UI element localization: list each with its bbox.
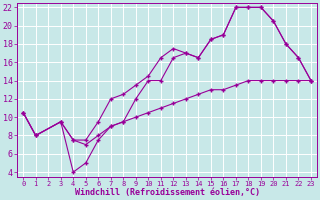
X-axis label: Windchill (Refroidissement éolien,°C): Windchill (Refroidissement éolien,°C) bbox=[75, 188, 260, 197]
